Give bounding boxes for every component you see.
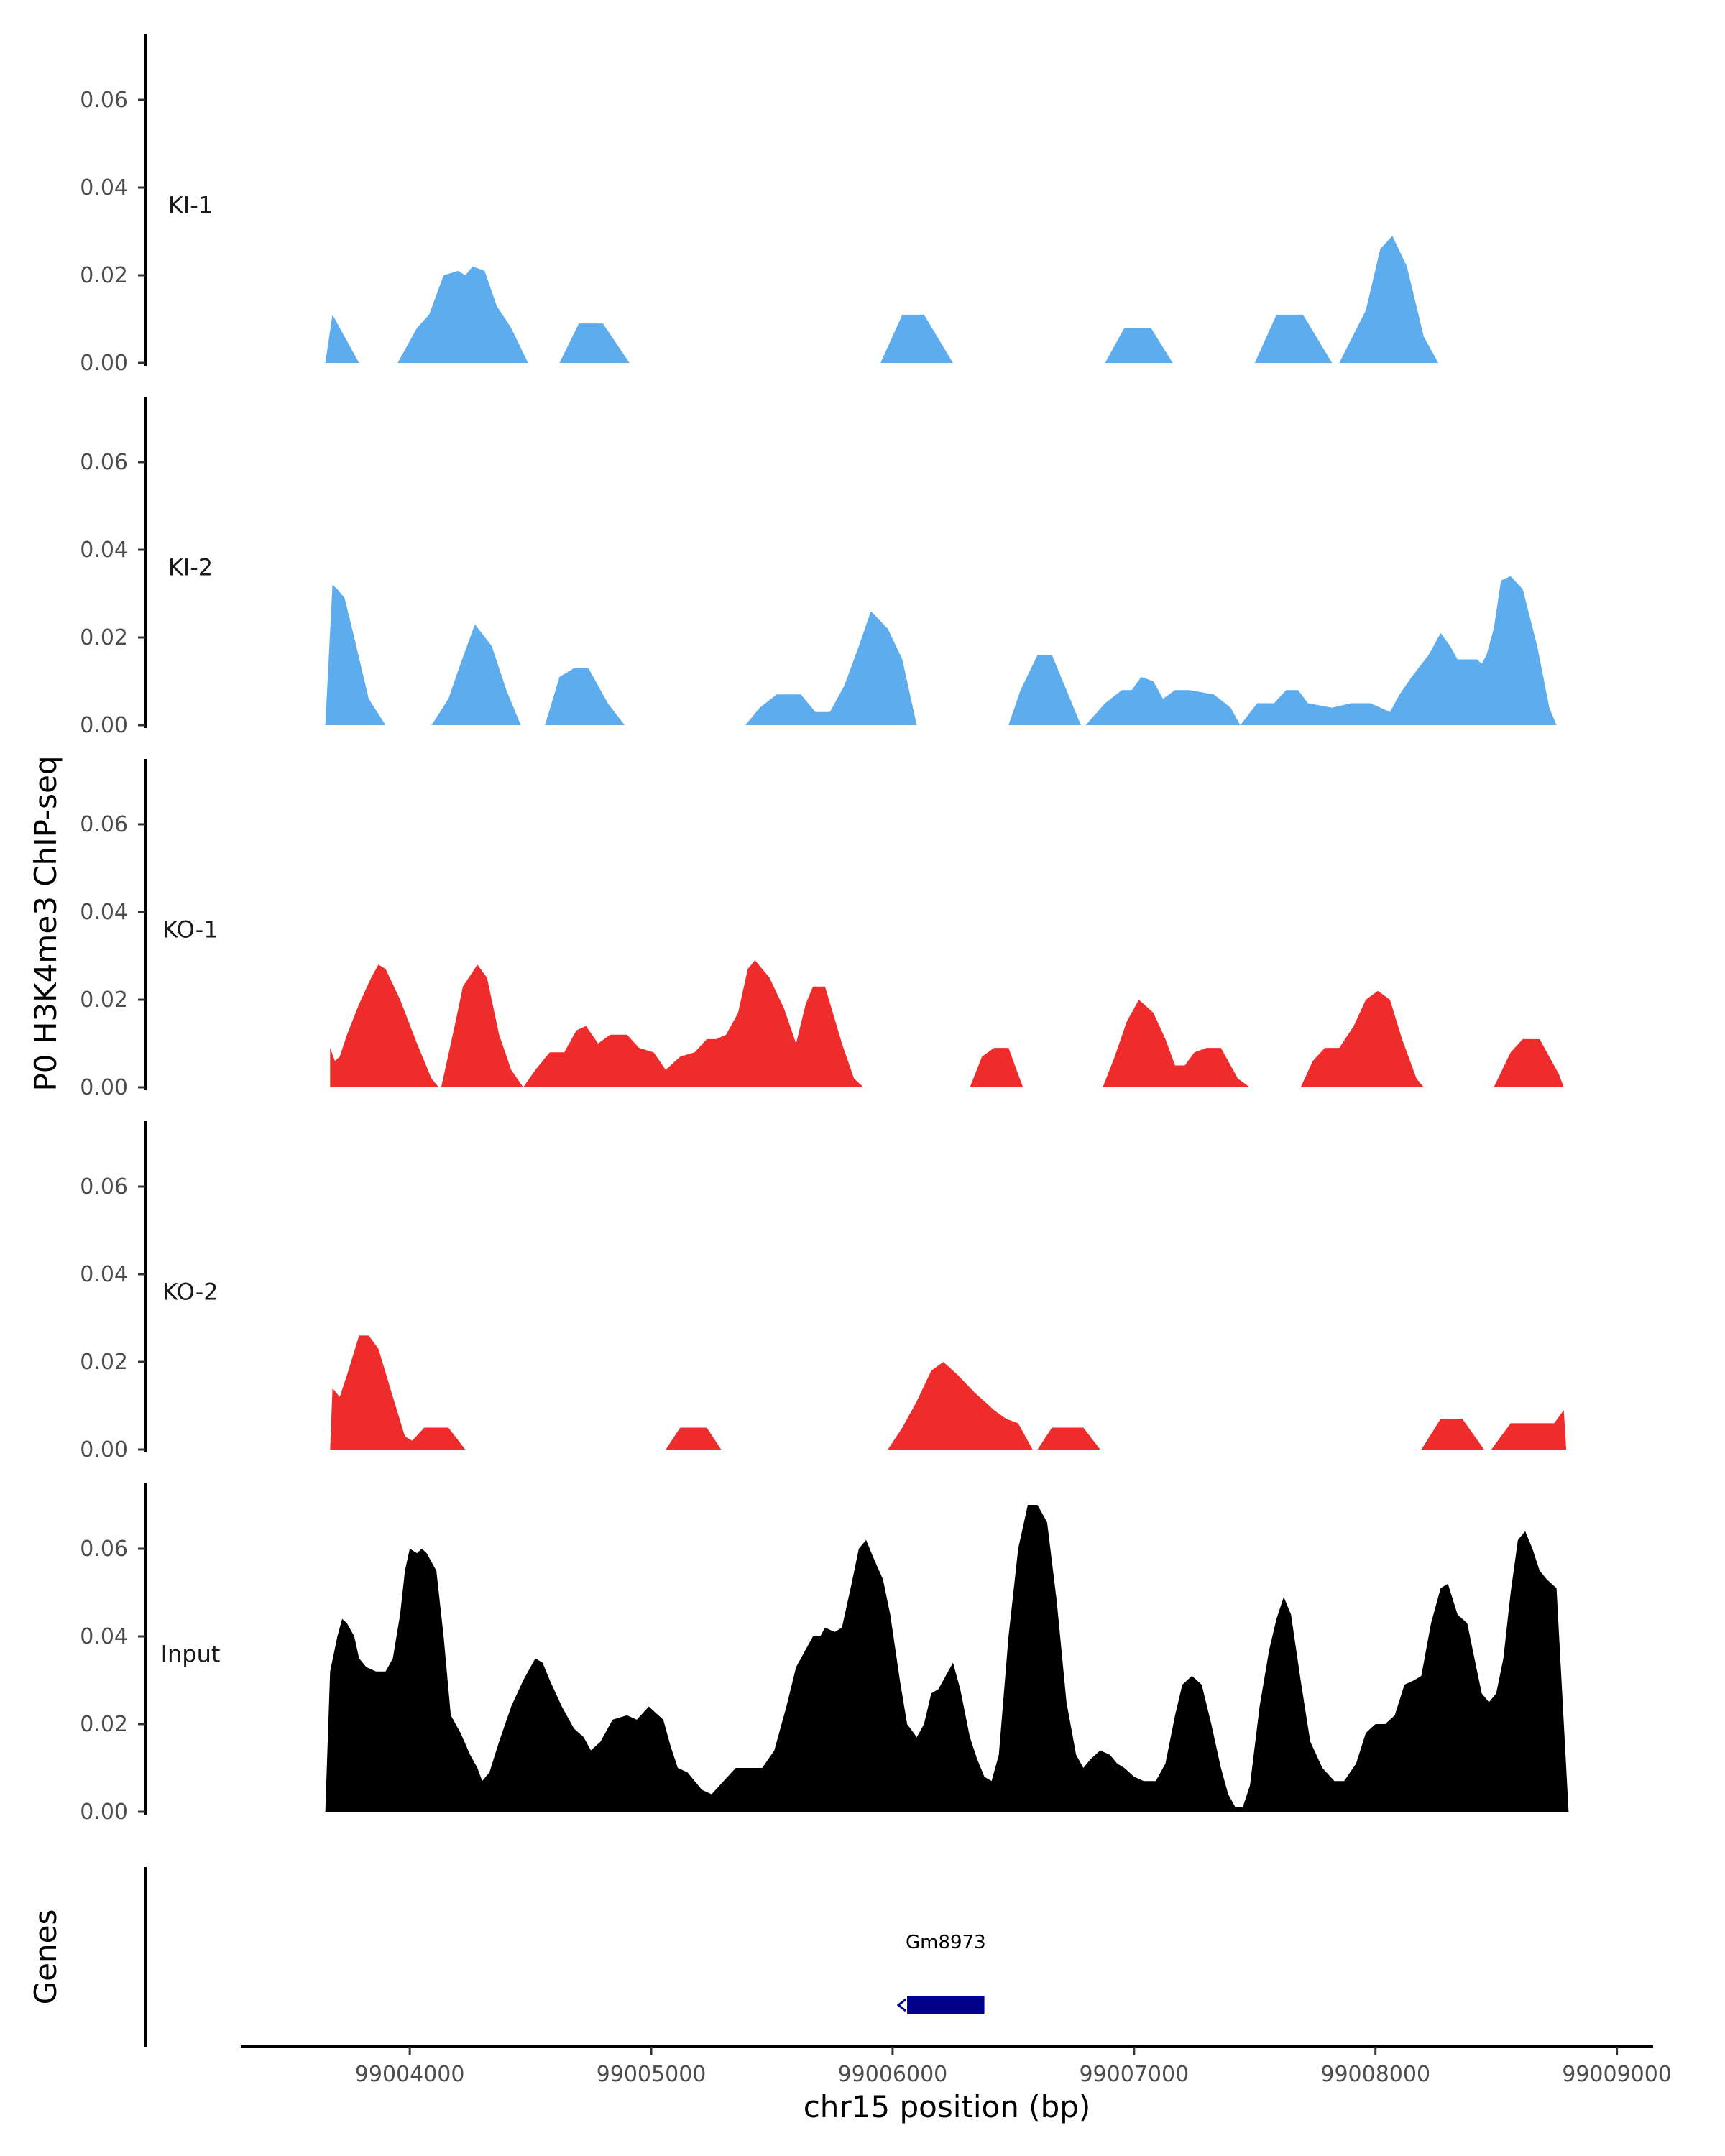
coverage-area-ki-1-1	[325, 314, 359, 363]
coverage-area-ko-1-5	[1103, 1000, 1251, 1087]
track-ko-1: 0.00 0.02 0.04 0.06 KO-1	[80, 759, 1564, 1100]
y-tick-label-ki-1: 0.04	[80, 175, 128, 201]
track-ko-2: 0.00 0.02 0.04 0.06 KO-2	[80, 1121, 1567, 1462]
track-label-ki-1: KI-1	[168, 191, 213, 218]
coverage-area-ki-2-5	[1008, 655, 1081, 725]
x-axis: 99004000 99005000 99006000 99007000 99008000…	[241, 2045, 1672, 2087]
gene-strand-arrow-icon	[896, 1998, 907, 2012]
y-tick-label-ki-1: 0.06	[80, 88, 128, 113]
y-tick-label-ki-1: 0.00	[80, 351, 128, 376]
y-tick-label-input: 0.02	[80, 1712, 128, 1737]
x-tick-label: 99008000	[1320, 2062, 1430, 2087]
track-ki-2: 0.00 0.02 0.04 0.06 KI-2	[80, 397, 1557, 738]
y-tick-label-input: 0.06	[80, 1537, 128, 1562]
y-tick-label-ki-2: 0.04	[80, 538, 128, 563]
track-label-ko-1: KO-1	[162, 916, 218, 943]
coverage-area-ko-2-2	[666, 1427, 722, 1450]
x-tick-label: 99005000	[597, 2062, 707, 2087]
coverage-area-ki-2-1	[325, 584, 386, 725]
genes-layer: Genes Gm8973	[28, 1867, 986, 2047]
track-input: 0.00 0.02 0.04 0.06 Input	[80, 1483, 1569, 1825]
coverage-area-ki-2-7	[1240, 576, 1557, 725]
y-tick-label-ki-2: 0.00	[80, 713, 128, 738]
coverage-area-ko-1-6	[1300, 990, 1424, 1087]
track-label-ki-2: KI-2	[168, 553, 213, 581]
track-label-ko-2: KO-2	[162, 1278, 218, 1305]
coverage-area-ki-1-6	[1254, 314, 1333, 363]
coverage-area-ki-2-2	[431, 624, 521, 725]
coverage-area-ki-1-5	[1105, 328, 1173, 363]
coverage-area-ko-2-6	[1491, 1410, 1567, 1450]
y-tick-label-ko-2: 0.02	[80, 1350, 128, 1375]
track-label-input: Input	[161, 1640, 221, 1667]
y-tick-label-ki-2: 0.02	[80, 625, 128, 650]
coverage-area-ki-1-2	[397, 266, 528, 363]
coverage-area-ko-1-4	[970, 1048, 1024, 1087]
coverage-area-ko-1-2	[441, 964, 523, 1087]
y-tick-label-input: 0.00	[80, 1800, 128, 1825]
coverage-area-ki-2-6	[1085, 676, 1241, 725]
y-tick-label-input: 0.04	[80, 1624, 128, 1649]
y-axis-title: P0 H3K4me3 ChIP-seq	[28, 755, 63, 1091]
y-tick-label-ko-1: 0.04	[80, 900, 128, 925]
x-tick-label: 99006000	[838, 2062, 948, 2087]
coverage-area-ki-2-3	[545, 668, 625, 725]
x-tick-label: 99007000	[1079, 2062, 1189, 2087]
y-tick-label-ko-1: 0.06	[80, 812, 128, 837]
coverage-area-ko-1-3	[523, 960, 864, 1087]
x-tick-label: 99004000	[355, 2062, 465, 2087]
gene-label: Gm8973	[906, 1932, 986, 1953]
coverage-area-ko-2-3	[888, 1362, 1033, 1450]
coverage-area-ko-1-7	[1494, 1038, 1564, 1087]
y-tick-label-ko-1: 0.00	[80, 1075, 128, 1100]
x-axis-title: chr15 position (bp)	[804, 2089, 1091, 2124]
coverage-area-ki-1-7	[1339, 236, 1439, 363]
coverage-area-ki-1-4	[880, 314, 953, 363]
y-tick-label-ki-2: 0.06	[80, 450, 128, 475]
tracks-layer: 0.00 0.02 0.04 0.06 KI-1 0.00 0.02 0.04 0.06 KI-2…	[80, 34, 1569, 1825]
y-tick-label-ko-2: 0.04	[80, 1262, 128, 1287]
track-ki-1: 0.00 0.02 0.04 0.06 KI-1	[80, 34, 1439, 376]
genes-panel-title: Genes	[28, 1909, 63, 2005]
y-tick-label-ki-1: 0.02	[80, 263, 128, 288]
y-tick-label-ko-2: 0.06	[80, 1174, 128, 1199]
x-tick-label: 99009000	[1562, 2062, 1672, 2087]
coverage-area-ki-2-4	[745, 611, 917, 725]
y-tick-label-ko-2: 0.00	[80, 1437, 128, 1462]
gene-body-gm8973	[907, 1996, 985, 2014]
coverage-area-ki-1-3	[559, 323, 630, 363]
coverage-area-ko-2-5	[1421, 1419, 1484, 1450]
coverage-area-ko-2-4	[1037, 1427, 1100, 1450]
coverage-area-ko-1-1	[330, 964, 439, 1087]
y-tick-label-ko-1: 0.02	[80, 987, 128, 1013]
coverage-area-input-1	[325, 1505, 1569, 1812]
coverage-area-ko-2-1	[330, 1335, 466, 1450]
